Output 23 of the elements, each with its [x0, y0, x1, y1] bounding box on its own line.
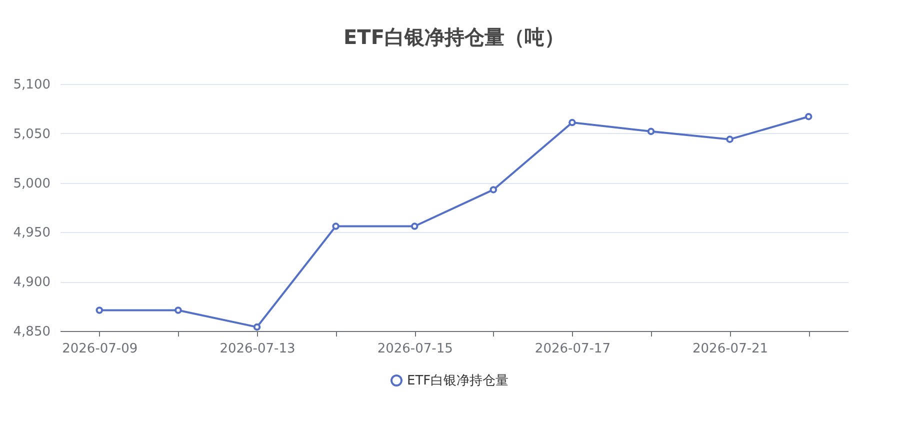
point: [804, 112, 812, 120]
y-tick-label: 4,900: [13, 275, 50, 290]
x-tick-label: 2026-07-21: [692, 342, 768, 356]
x-tick-label: 2026-07-15: [377, 342, 453, 356]
y-tick-label: 5,050: [13, 126, 50, 142]
chart-title: ETF白银净持仓量（吨）: [344, 25, 564, 49]
point: [332, 222, 340, 230]
x-tick-label: 2026-07-09: [62, 342, 138, 356]
y-tick-label: 5,100: [13, 78, 50, 92]
y-tick-label: 4,950: [13, 226, 50, 241]
point: [647, 128, 655, 136]
point: [726, 136, 734, 143]
legend-label: ETF白银净持仓量: [407, 374, 509, 388]
point: [174, 306, 182, 314]
y-tick-label: 4,850: [13, 324, 50, 340]
point: [490, 186, 498, 194]
point: [96, 306, 104, 314]
y-tick-label: 5,000: [13, 176, 50, 192]
point: [568, 118, 576, 126]
point: [410, 222, 418, 230]
point: [253, 323, 261, 331]
x-tick-label: 2026-07-17: [534, 342, 610, 356]
x-tick-label: 2026-07-13: [220, 342, 296, 356]
